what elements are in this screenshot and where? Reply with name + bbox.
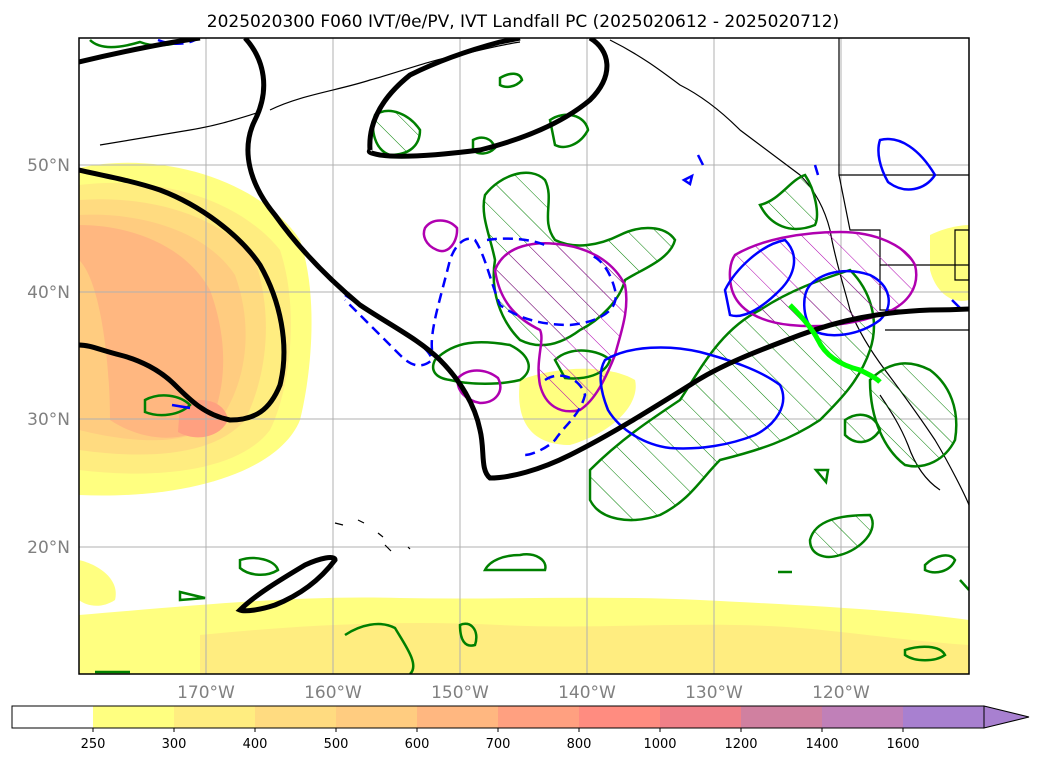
map-panel — [79, 38, 969, 674]
ivt-anomaly-regions — [422, 219, 918, 413]
figure-title: 2025020300 F060 IVT/θe/PV, IVT Landfall … — [207, 12, 839, 32]
lon-label: 160°W — [304, 683, 362, 703]
lat-label: 50°N — [27, 156, 70, 176]
map-frame — [78, 37, 970, 675]
lat-label: 40°N — [27, 283, 70, 303]
colorbar-bin — [174, 706, 255, 728]
colorbar-tick-label: 600 — [405, 737, 430, 752]
colorbar-tick-label: 400 — [243, 737, 268, 752]
colorbar-tick-label: 1200 — [724, 737, 757, 752]
colorbar-tick-label: 1600 — [886, 737, 919, 752]
colorbar-tick-label: 800 — [567, 737, 592, 752]
landfall-track — [788, 303, 882, 384]
lon-label: 120°W — [812, 683, 870, 703]
colorbar-bin — [498, 706, 579, 728]
colorbar-bin — [255, 706, 336, 728]
colorbar-bin — [903, 706, 984, 728]
colorbar-bin — [741, 706, 822, 728]
colorbar-tick-label: 300 — [162, 737, 187, 752]
lon-label: 130°W — [685, 683, 743, 703]
theta-e-contours — [79, 38, 969, 614]
colorbar-tick-label: 1400 — [805, 737, 838, 752]
lat-label: 30°N — [27, 410, 70, 430]
colorbar-bin — [12, 706, 93, 728]
ivt-shading — [79, 162, 969, 674]
colorbar-bin — [93, 706, 174, 728]
colorbar-tick-label: 700 — [486, 737, 511, 752]
lon-label: 150°W — [431, 683, 489, 703]
colorbar-extend-arrow — [983, 705, 1030, 729]
latitude-labels: 50°N 40°N 30°N 20°N — [27, 156, 70, 558]
colorbar-tick-label: 1000 — [643, 737, 676, 752]
colorbar-bin — [660, 706, 741, 728]
colorbar-tick-label: 250 — [81, 737, 106, 752]
colorbar-bin — [417, 706, 498, 728]
ivt-colorbar: 250 300 400 500 600 700 800 1000 1200 1400 1600 — [11, 705, 1030, 752]
colorbar-bin — [822, 706, 903, 728]
lat-label: 20°N — [27, 538, 70, 558]
colorbar-bin — [579, 706, 660, 728]
longitude-labels: 170°W 160°W 150°W 140°W 130°W 120°W — [177, 683, 870, 703]
lon-label: 170°W — [177, 683, 235, 703]
pv-contours — [157, 38, 961, 457]
lon-label: 140°W — [558, 683, 616, 703]
colorbar-tick-label: 500 — [324, 737, 349, 752]
colorbar-bin — [336, 706, 417, 728]
